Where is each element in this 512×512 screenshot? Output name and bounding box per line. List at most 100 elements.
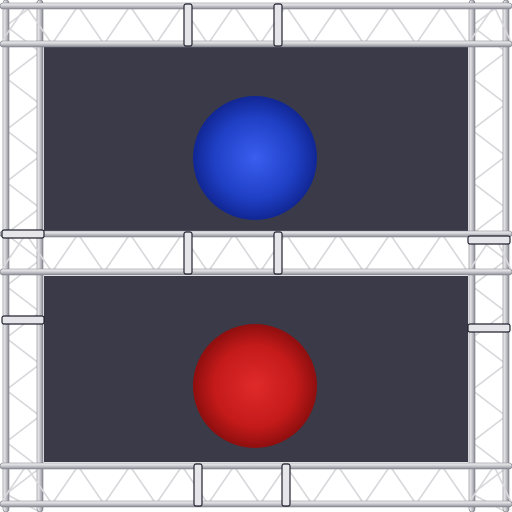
middle-truss-brace bbox=[389, 233, 417, 273]
right-truss-connector-lower bbox=[467, 323, 511, 333]
middle-truss-brace bbox=[155, 233, 183, 273]
bottom-truss-brace bbox=[363, 465, 391, 505]
top-truss-connector-left bbox=[183, 3, 193, 47]
top-truss-brace bbox=[77, 5, 105, 45]
right-truss-brace bbox=[471, 285, 507, 313]
bottom-truss-brace bbox=[25, 465, 53, 505]
middle-truss-connector-left bbox=[183, 231, 193, 275]
left-truss-brace bbox=[5, 415, 41, 443]
bottom-truss-top-bar bbox=[0, 462, 512, 470]
bottom-truss-brace bbox=[311, 465, 339, 505]
left-truss-brace bbox=[5, 129, 41, 157]
right-truss-left-bar bbox=[468, 0, 476, 512]
left-truss-brace bbox=[5, 103, 41, 131]
bottom-truss bbox=[0, 462, 512, 508]
top-truss-brace bbox=[285, 5, 313, 45]
left-truss-brace bbox=[5, 285, 41, 313]
bottom-truss-brace bbox=[389, 465, 417, 505]
middle-truss-top-bar bbox=[0, 230, 512, 238]
left-truss-brace bbox=[5, 77, 41, 105]
right-truss-brace bbox=[471, 389, 507, 417]
top-truss-brace bbox=[207, 5, 235, 45]
top-truss-brace bbox=[467, 5, 495, 45]
right-truss-brace bbox=[471, 51, 507, 79]
middle-truss bbox=[0, 230, 512, 276]
bottom-truss-brace bbox=[337, 465, 365, 505]
right-truss-brace bbox=[471, 129, 507, 157]
right-truss-brace bbox=[471, 415, 507, 443]
left-truss-connector-upper bbox=[1, 229, 45, 239]
top-truss-brace bbox=[363, 5, 391, 45]
bottom-truss-brace bbox=[51, 465, 79, 505]
right-truss-brace bbox=[471, 337, 507, 365]
top-truss-brace bbox=[129, 5, 157, 45]
top-truss-brace bbox=[155, 5, 183, 45]
left-truss-right-bar bbox=[36, 0, 44, 512]
middle-truss-brace bbox=[51, 233, 79, 273]
right-truss-brace bbox=[471, 181, 507, 209]
bottom-truss-connector-right bbox=[281, 463, 291, 507]
right-truss-brace bbox=[471, 77, 507, 105]
top-truss-brace bbox=[51, 5, 79, 45]
right-truss-brace bbox=[471, 363, 507, 391]
left-truss-brace bbox=[5, 389, 41, 417]
top-truss-brace bbox=[389, 5, 417, 45]
middle-truss-brace bbox=[441, 233, 469, 273]
middle-truss-brace bbox=[363, 233, 391, 273]
top-truss-brace bbox=[233, 5, 261, 45]
bottom-truss-brace bbox=[103, 465, 131, 505]
bottom-truss-brace bbox=[233, 465, 261, 505]
bottom-truss-brace bbox=[467, 465, 495, 505]
right-truss-brace bbox=[471, 103, 507, 131]
middle-truss-bottom-bar bbox=[0, 268, 512, 276]
bottom-truss-connector-left bbox=[193, 463, 203, 507]
right-truss-connector-upper bbox=[467, 235, 511, 245]
middle-truss-connector-right bbox=[273, 231, 283, 275]
top-truss-brace bbox=[441, 5, 469, 45]
top-truss-brace bbox=[337, 5, 365, 45]
red-ball[interactable] bbox=[193, 324, 317, 448]
top-truss-brace bbox=[493, 5, 512, 45]
left-truss bbox=[2, 0, 44, 512]
middle-truss-brace bbox=[207, 233, 235, 273]
middle-truss-brace bbox=[129, 233, 157, 273]
bottom-truss-brace bbox=[441, 465, 469, 505]
top-truss-brace bbox=[25, 5, 53, 45]
right-truss-right-bar bbox=[502, 0, 510, 512]
middle-truss-brace bbox=[233, 233, 261, 273]
middle-truss-brace bbox=[103, 233, 131, 273]
bottom-truss-bottom-bar bbox=[0, 500, 512, 508]
bottom-truss-brace bbox=[77, 465, 105, 505]
bottom-truss-brace bbox=[129, 465, 157, 505]
top-truss-bottom-bar bbox=[0, 40, 512, 48]
left-truss-brace bbox=[5, 181, 41, 209]
bottom-truss-brace bbox=[0, 465, 27, 505]
top-truss-brace bbox=[0, 5, 27, 45]
middle-truss-brace bbox=[25, 233, 53, 273]
left-truss-brace bbox=[5, 337, 41, 365]
middle-truss-brace bbox=[285, 233, 313, 273]
top-truss-brace bbox=[415, 5, 443, 45]
left-truss-brace bbox=[5, 25, 41, 53]
top-truss-brace bbox=[103, 5, 131, 45]
left-truss-brace bbox=[5, 467, 41, 495]
left-truss-brace bbox=[5, 363, 41, 391]
left-truss-left-bar bbox=[2, 0, 10, 512]
right-truss-brace bbox=[471, 207, 507, 235]
middle-truss-brace bbox=[337, 233, 365, 273]
bottom-truss-brace bbox=[415, 465, 443, 505]
blue-ball[interactable] bbox=[193, 96, 317, 220]
middle-truss-brace bbox=[0, 233, 27, 273]
top-truss-top-bar bbox=[0, 2, 512, 10]
bottom-truss-brace bbox=[155, 465, 183, 505]
right-truss bbox=[468, 0, 510, 512]
middle-truss-brace bbox=[415, 233, 443, 273]
top-truss-brace bbox=[311, 5, 339, 45]
middle-truss-brace bbox=[77, 233, 105, 273]
bottom-truss-brace bbox=[493, 465, 512, 505]
left-truss-brace bbox=[5, 155, 41, 183]
bottom-truss-brace bbox=[207, 465, 235, 505]
